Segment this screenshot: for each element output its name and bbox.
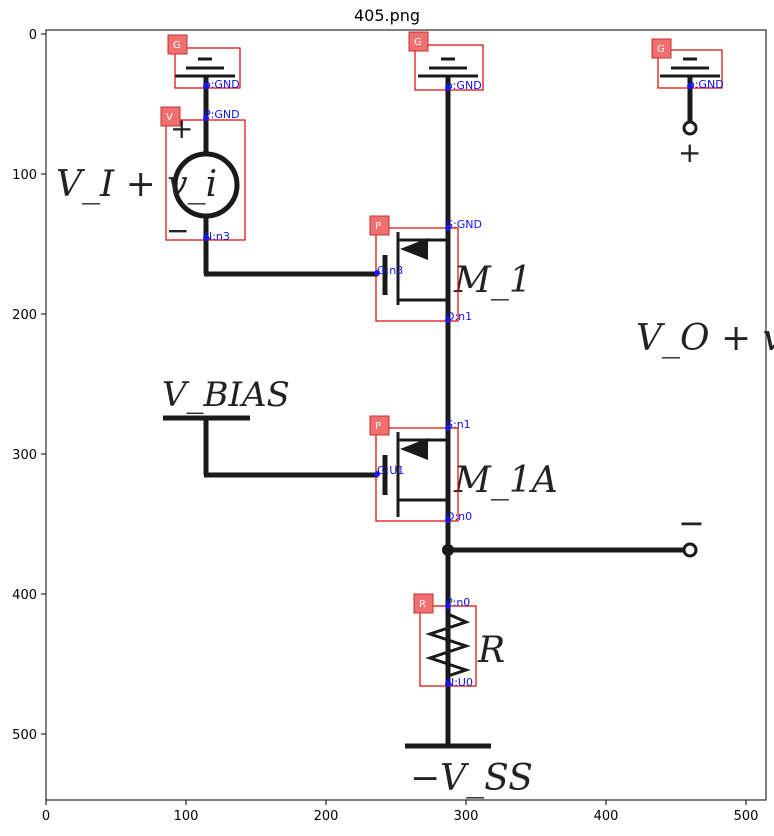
plot-frame: [45, 29, 767, 801]
svg-text:o:GND: o:GND: [204, 78, 240, 91]
pin-vsource-p: P:GND: [203, 108, 240, 121]
y-tick-label: 0: [29, 28, 37, 43]
pin-m1-source: S:GND: [445, 218, 482, 231]
svg-text:P: P: [375, 221, 381, 232]
annotation-overlays: G o:GND G o:GND G o:GND V: [160, 31, 724, 689]
x-tick-label: 0: [42, 809, 50, 824]
svg-text:D:n0: D:n0: [446, 510, 472, 523]
tag-ground-1: G: [167, 34, 188, 55]
svg-text:G:U1: G:U1: [377, 464, 404, 477]
x-tick-label: 400: [594, 809, 619, 824]
circuit-labels: + − V_I + v_i M_1 V_BIAS M_1A V_O + v_o …: [56, 112, 774, 799]
minus-sign-source: −: [166, 214, 189, 247]
figure-title: 405.png: [353, 6, 421, 25]
y-tick-label: 500: [12, 728, 37, 743]
pin-ground-2: o:GND: [445, 79, 482, 92]
svg-text:N:n3: N:n3: [204, 230, 230, 243]
pin-m1a-gate: G:U1: [374, 464, 404, 477]
svg-text:R: R: [419, 599, 426, 610]
tag-transistor-m1: P: [369, 215, 390, 236]
label-r: R: [477, 630, 505, 671]
svg-text:G:n3: G:n3: [377, 264, 403, 277]
label-vbias: V_BIAS: [162, 375, 290, 415]
label-vo: V_O + v_o: [636, 318, 774, 359]
pin-vsource-n: N:n3: [203, 230, 230, 243]
label-vss: −V_SS: [410, 758, 533, 799]
svg-text:P: P: [375, 421, 381, 432]
svg-text:G: G: [173, 40, 181, 51]
transistor-m1: [382, 232, 448, 305]
pin-resistor-n: N:U0: [445, 676, 473, 689]
svg-text:G: G: [657, 44, 665, 55]
svg-text:P:GND: P:GND: [204, 108, 240, 121]
pin-ground-1: o:GND: [203, 78, 240, 91]
circuit: [163, 57, 720, 749]
label-m1: M_1: [453, 260, 532, 301]
pin-ground-3: o:GND: [687, 78, 724, 91]
x-tick-label: 200: [314, 809, 339, 824]
y-tick-label: 200: [12, 308, 37, 323]
label-vi: V_I + v_i: [56, 164, 217, 205]
pin-m1-drain: D:n1: [445, 310, 472, 323]
tag-transistor-m1a: P: [369, 415, 390, 436]
svg-text:S:n1: S:n1: [446, 418, 471, 431]
tag-resistor: R: [413, 593, 434, 614]
pin-m1-gate: G:n3: [374, 264, 403, 277]
svg-text:D:n1: D:n1: [446, 310, 472, 323]
label-m1a: M_1A: [453, 460, 558, 501]
ground-symbol-2: [418, 57, 478, 746]
pin-m1a-source: S:n1: [445, 418, 471, 431]
tag-ground-3: G: [651, 38, 672, 59]
svg-text:S:GND: S:GND: [446, 218, 482, 231]
y-tick-label: 300: [12, 448, 37, 463]
svg-text:o:GND: o:GND: [446, 79, 482, 92]
y-tick-label: 400: [12, 588, 37, 603]
minus-sign-output: −: [678, 504, 705, 542]
pin-m1a-drain: D:n0: [445, 510, 472, 523]
x-tick-label: 300: [454, 809, 479, 824]
svg-text:G: G: [414, 37, 422, 48]
plus-sign-output: +: [678, 136, 701, 169]
svg-text:P:n0: P:n0: [446, 596, 470, 609]
y-axis: 0 100 200 300 400 500: [12, 28, 46, 743]
output-node: [442, 542, 698, 558]
y-tick-label: 100: [12, 168, 37, 183]
pin-resistor-p: P:n0: [445, 596, 470, 609]
svg-text:N:U0: N:U0: [446, 676, 473, 689]
transistor-m1a: [163, 415, 448, 517]
tag-ground-2: G: [408, 31, 429, 52]
resistor-r: [405, 605, 491, 749]
tag-voltage-source: V: [160, 106, 181, 127]
x-axis: 0 100 200 300 400 500: [42, 800, 759, 824]
x-tick-label: 100: [174, 809, 199, 824]
svg-text:o:GND: o:GND: [688, 78, 724, 91]
x-tick-label: 500: [734, 809, 759, 824]
ground-symbol-3: [660, 57, 720, 136]
svg-text:V: V: [166, 112, 173, 123]
voltage-source: [172, 151, 378, 277]
